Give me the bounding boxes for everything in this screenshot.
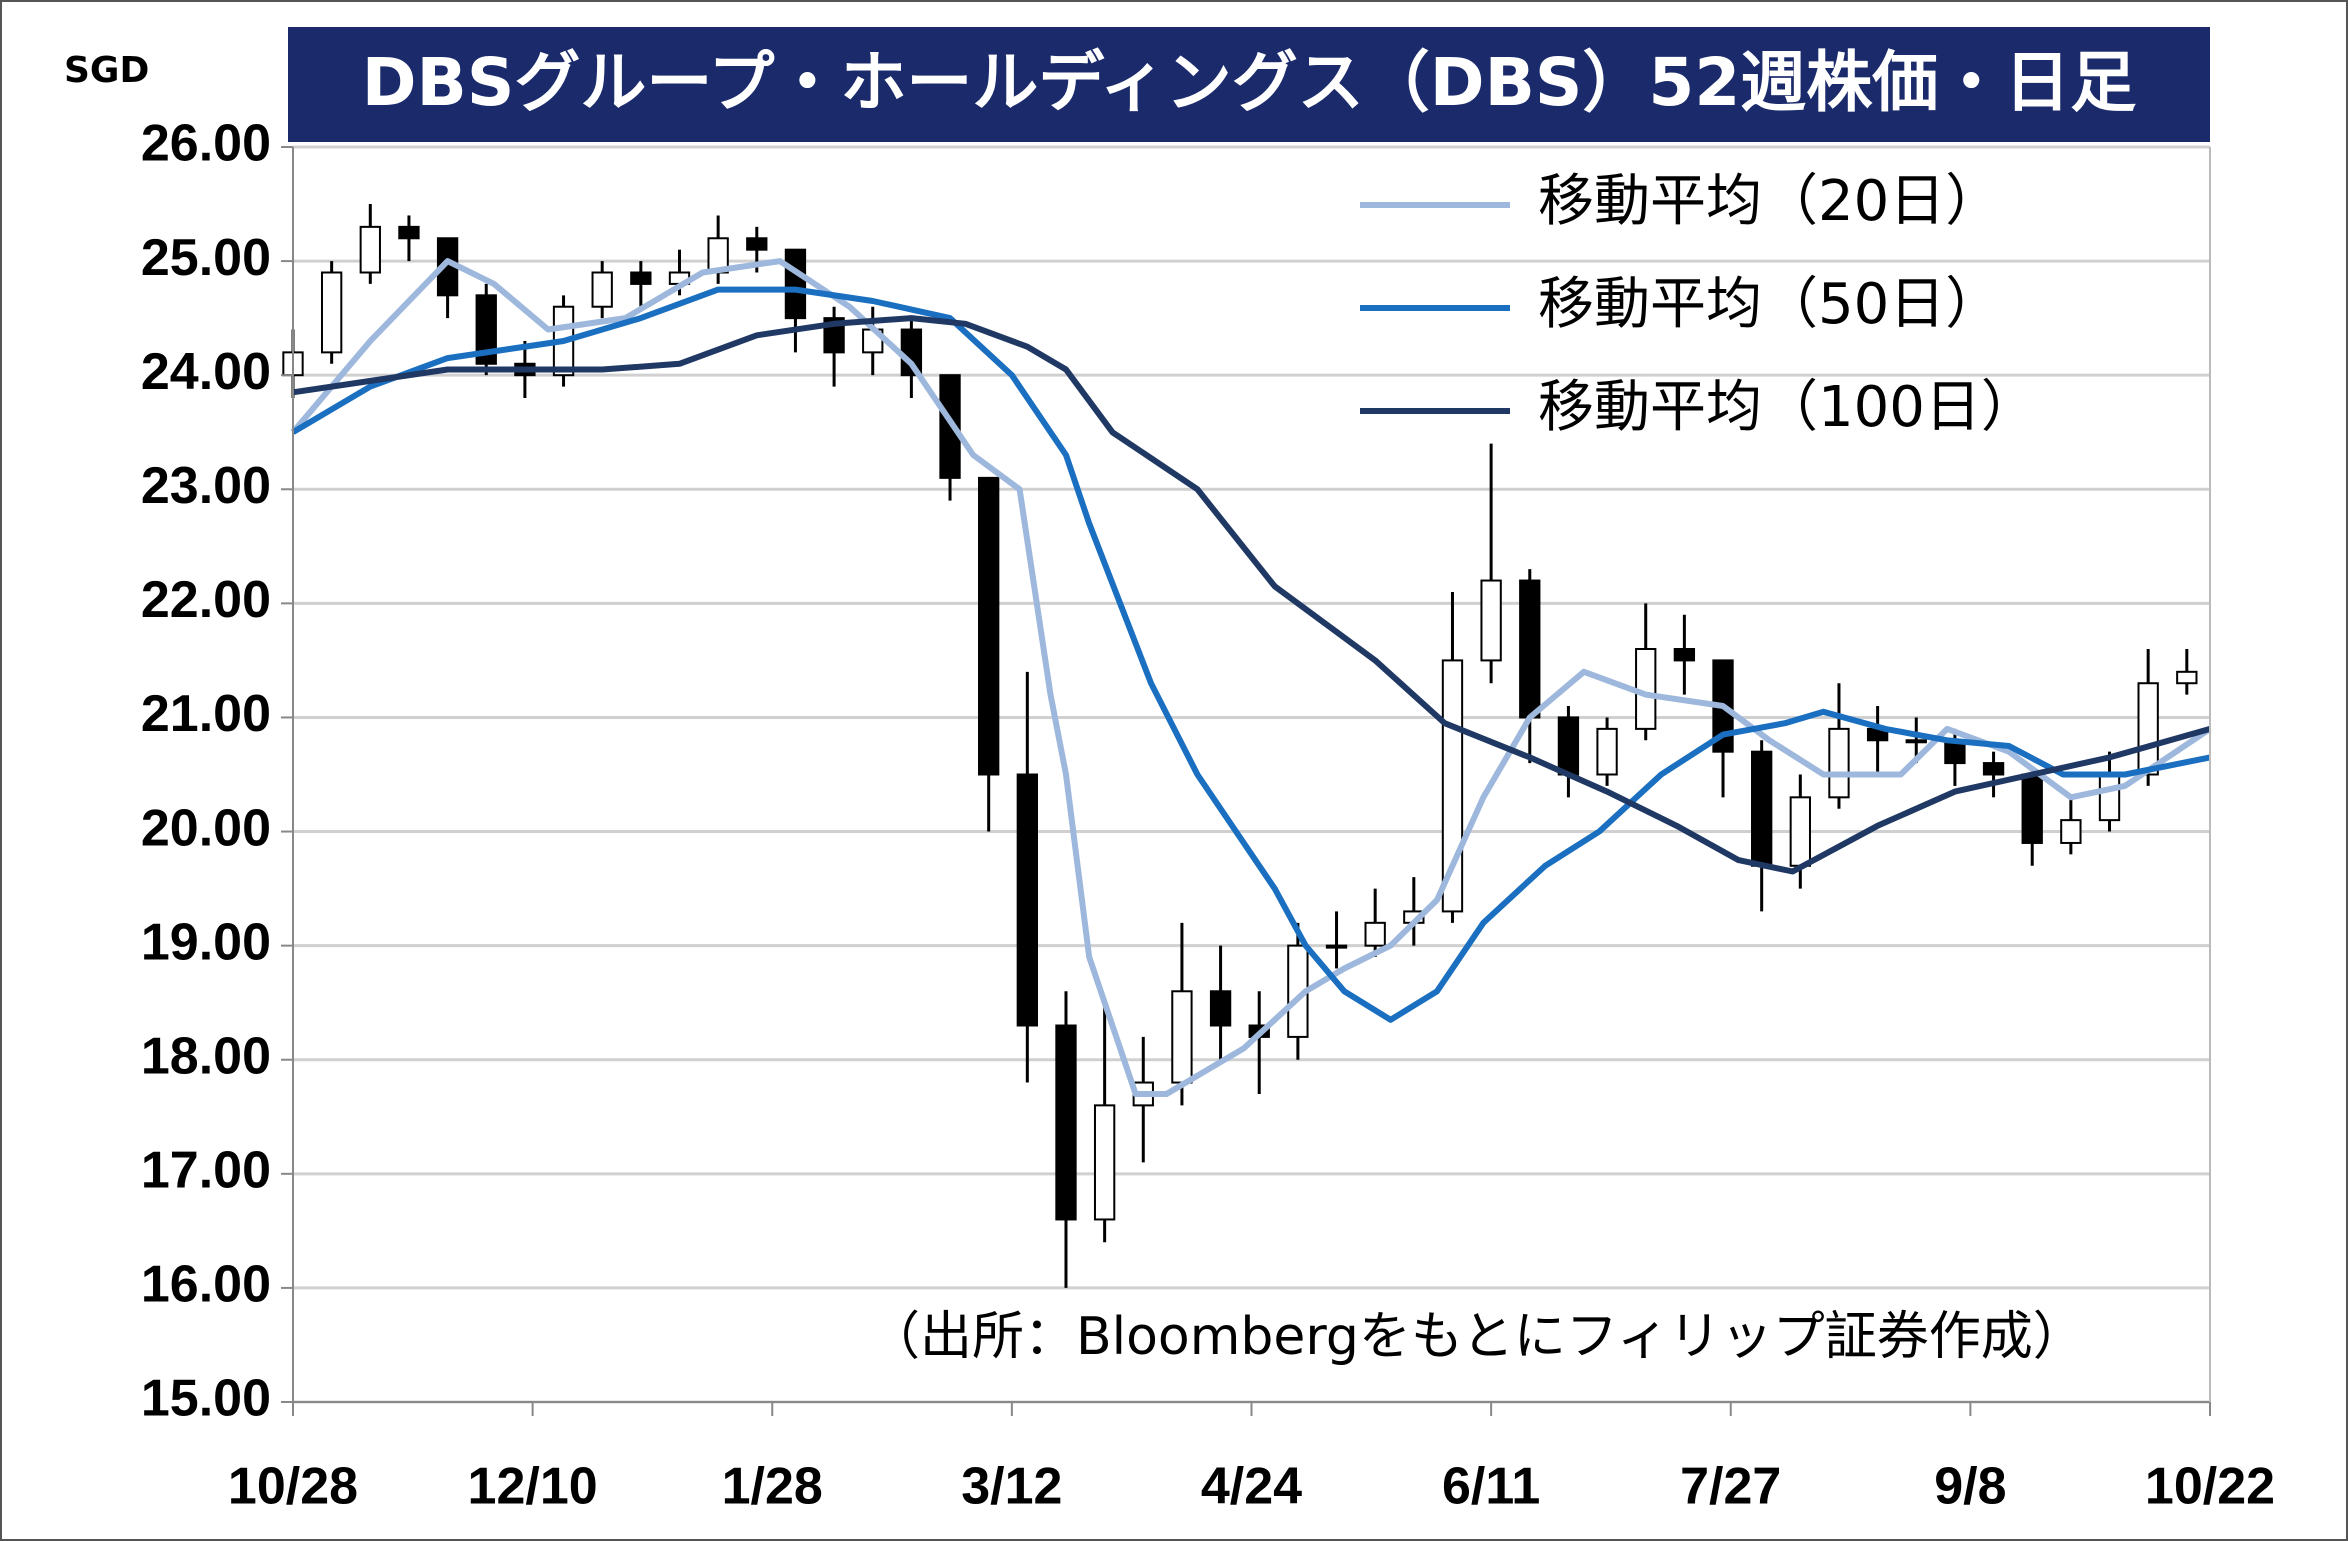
candle-body (1171, 990, 1193, 1084)
x-tick-label: 10/28 (228, 1458, 358, 1516)
x-tick-label: 6/11 (1442, 1458, 1540, 1516)
legend-label: 移動平均（100日） (1538, 375, 2037, 440)
y-tick-label: 20.00 (141, 799, 271, 857)
source-note: （出所：Bloombergをもとにフィリップ証券作成） (868, 1307, 2085, 1367)
candle-body (746, 237, 768, 251)
title-box (288, 27, 2210, 142)
y-tick-label: 15.00 (141, 1370, 271, 1428)
x-tick-label: 10/22 (2145, 1458, 2275, 1516)
axes: 15.00 16.00 17.00 18.00 19.00 20.00 21.00 22.00… (141, 115, 2275, 1516)
y-tick-label: 25.00 (141, 229, 271, 287)
candle-body (1751, 750, 1773, 867)
x-tick-label: 12/10 (468, 1458, 598, 1516)
candle-body (630, 271, 652, 285)
y-tick-label: 23.00 (141, 457, 271, 515)
candle-body (2098, 773, 2121, 822)
candle-body (784, 248, 807, 320)
x-tick-label: 1/28 (722, 1458, 823, 1516)
marks (282, 204, 2212, 1288)
legend: 移動平均（20日） 移動平均（50日） 移動平均（100日） (1360, 169, 2037, 440)
candle-body (359, 225, 381, 274)
candle-body (2060, 819, 2082, 844)
chart-title: DBSグループ・ホールディングス（DBS）52週株価・日足 (362, 44, 2137, 121)
y-tick-label: 22.00 (141, 571, 271, 629)
candle-body (1055, 1024, 1077, 1221)
candle-body (591, 271, 613, 308)
candle-body (1596, 727, 1618, 776)
candle-body (1325, 944, 1348, 949)
candle-body (398, 225, 420, 240)
candle-body (1905, 739, 1927, 744)
candle-body (2021, 773, 2043, 844)
candle-body (320, 271, 343, 354)
y-tick-label: 16.00 (141, 1256, 271, 1314)
y-tick-label: 26.00 (141, 115, 271, 173)
candle-body (1209, 990, 1232, 1027)
candle-body (475, 294, 497, 365)
candle-body (1789, 796, 1811, 867)
candle-body (1480, 579, 1502, 662)
candle-body (1093, 1104, 1116, 1221)
candle-body (1557, 716, 1580, 776)
candle-body (978, 476, 1000, 776)
candle-body (1519, 579, 1541, 719)
x-tick-label: 7/27 (1680, 1458, 1781, 1516)
y-unit: SGD (64, 50, 149, 91)
moving-average-line (292, 315, 2211, 875)
candle-body (1364, 921, 1386, 947)
candle-body (2137, 682, 2159, 776)
x-tick-label: 3/12 (961, 1458, 1062, 1516)
moving-average-line (291, 286, 2211, 1023)
y-tick-label: 17.00 (141, 1142, 271, 1200)
y-tick-label: 21.00 (141, 685, 271, 743)
candle-body (939, 374, 961, 479)
candle-body (2176, 670, 2198, 685)
y-tick-label: 24.00 (141, 343, 271, 401)
x-tick-label: 9/8 (1934, 1458, 2006, 1516)
candle-body (1673, 648, 1696, 662)
candle-body (1016, 773, 1038, 1027)
candle-body (1982, 762, 2005, 776)
legend-label: 移動平均（20日） (1538, 169, 2001, 234)
y-tick-label: 19.00 (141, 913, 271, 971)
moving-average-line (290, 258, 2212, 1097)
legend-label: 移動平均（50日） (1538, 272, 2001, 337)
candle-body (1828, 727, 1850, 799)
grid (293, 145, 2210, 1404)
y-tick-label: 18.00 (141, 1027, 271, 1085)
x-tick-label: 4/24 (1201, 1458, 1302, 1516)
